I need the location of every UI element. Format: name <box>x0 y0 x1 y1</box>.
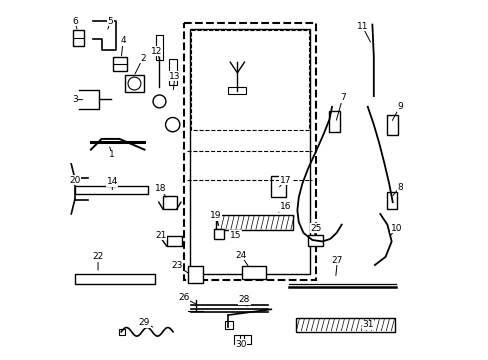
Text: 24: 24 <box>235 251 246 260</box>
Text: 11: 11 <box>356 22 367 31</box>
Text: 5: 5 <box>107 17 113 26</box>
Text: 12: 12 <box>151 47 163 56</box>
Bar <box>163 196 176 209</box>
Text: 2: 2 <box>140 54 145 63</box>
Text: 16: 16 <box>279 202 291 211</box>
Bar <box>188 266 203 283</box>
Bar <box>228 87 246 94</box>
Bar <box>73 30 84 46</box>
Text: 1: 1 <box>109 150 115 159</box>
Bar <box>166 236 181 246</box>
Text: 21: 21 <box>155 231 166 240</box>
Text: 6: 6 <box>72 17 78 26</box>
Bar <box>119 329 125 336</box>
Bar <box>216 215 292 230</box>
Bar <box>75 186 148 194</box>
Text: 17: 17 <box>279 176 291 185</box>
Text: 23: 23 <box>171 261 182 270</box>
Bar <box>328 111 340 132</box>
Text: 15: 15 <box>229 231 241 240</box>
Text: 19: 19 <box>210 211 221 220</box>
Text: 30: 30 <box>235 340 246 349</box>
Text: 8: 8 <box>396 183 402 192</box>
Text: 18: 18 <box>155 184 166 193</box>
Bar <box>386 114 397 135</box>
Text: 9: 9 <box>396 102 402 111</box>
Text: 10: 10 <box>390 224 401 233</box>
Text: 27: 27 <box>331 256 343 265</box>
Text: 7: 7 <box>339 93 345 102</box>
Text: 25: 25 <box>309 224 321 233</box>
Text: 28: 28 <box>238 295 250 304</box>
Bar <box>113 57 126 71</box>
Bar <box>224 321 232 329</box>
Bar <box>124 75 144 93</box>
Bar <box>270 176 285 197</box>
Bar <box>244 335 250 343</box>
Bar <box>233 335 244 343</box>
Text: 13: 13 <box>169 72 180 81</box>
Bar <box>214 229 224 239</box>
Bar <box>156 35 163 60</box>
Text: 26: 26 <box>178 293 189 302</box>
Text: 3: 3 <box>72 95 78 104</box>
Text: 31: 31 <box>361 320 373 329</box>
Text: 14: 14 <box>106 177 118 186</box>
Bar <box>386 192 397 209</box>
Text: 22: 22 <box>92 252 103 261</box>
Bar <box>296 318 394 332</box>
Text: 4: 4 <box>120 36 125 45</box>
Bar <box>307 235 323 246</box>
Bar <box>241 266 265 279</box>
Text: 20: 20 <box>69 176 81 185</box>
Text: 29: 29 <box>139 318 150 327</box>
Bar <box>168 59 176 85</box>
Bar <box>75 274 155 284</box>
